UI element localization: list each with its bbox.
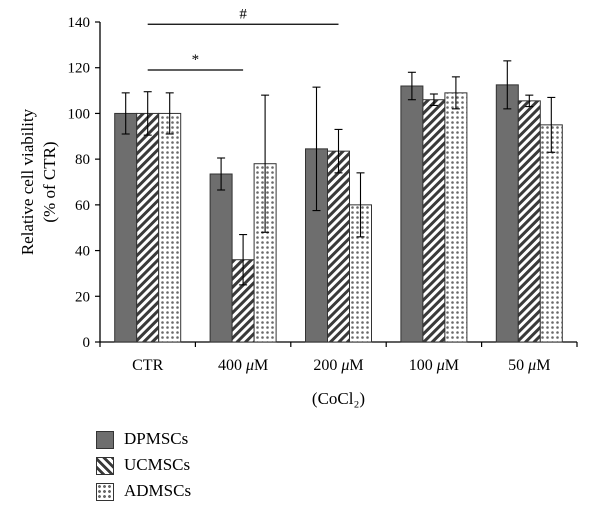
y-axis-label: Relative cell viability (% of CTR) — [18, 108, 59, 255]
bar — [517, 100, 541, 343]
bar — [444, 92, 468, 343]
bar — [422, 99, 446, 343]
bar — [158, 112, 182, 343]
bar — [400, 85, 424, 343]
legend-swatch-admscs — [96, 483, 114, 501]
bar — [136, 112, 160, 343]
bar — [327, 150, 350, 343]
bar — [539, 124, 563, 343]
legend-swatch-ucmscs — [96, 457, 114, 475]
legend-label-dpmscs: DPMSCs — [124, 429, 189, 448]
significance-marker: # — [239, 6, 247, 22]
y-tick-label: 140 — [68, 15, 91, 31]
y-tick-label: 20 — [75, 289, 90, 305]
x-tick-label: 200 μM — [313, 357, 363, 374]
bar — [209, 173, 233, 343]
y-tick-label: 100 — [68, 106, 91, 122]
bar-chart: * # 0 20 40 60 80 100 120 140 CTR 400 μM 200 μM 100 … — [18, 6, 578, 408]
y-tick-label: 0 — [83, 335, 91, 351]
bar — [114, 112, 138, 343]
legend-swatch-dpmscs — [96, 431, 114, 449]
y-tick-label: 80 — [75, 152, 90, 168]
legend-label-ucmscs: UCMSCs — [124, 455, 191, 474]
y-tick-label: 120 — [68, 61, 91, 77]
x-tick-label: 100 μM — [409, 357, 459, 374]
x-tick-label: 50 μM — [508, 357, 550, 374]
y-tick-label: 60 — [75, 198, 90, 214]
significance-marker: * — [192, 52, 200, 68]
y-tick-label: 40 — [75, 244, 90, 260]
x-tick-label: CTR — [132, 357, 163, 374]
legend-label-admscs: ADMSCs — [124, 481, 192, 500]
bar — [495, 84, 519, 343]
x-axis-label: (CoCl₂) — [312, 389, 365, 408]
x-tick-label: 400 μM — [218, 357, 268, 374]
